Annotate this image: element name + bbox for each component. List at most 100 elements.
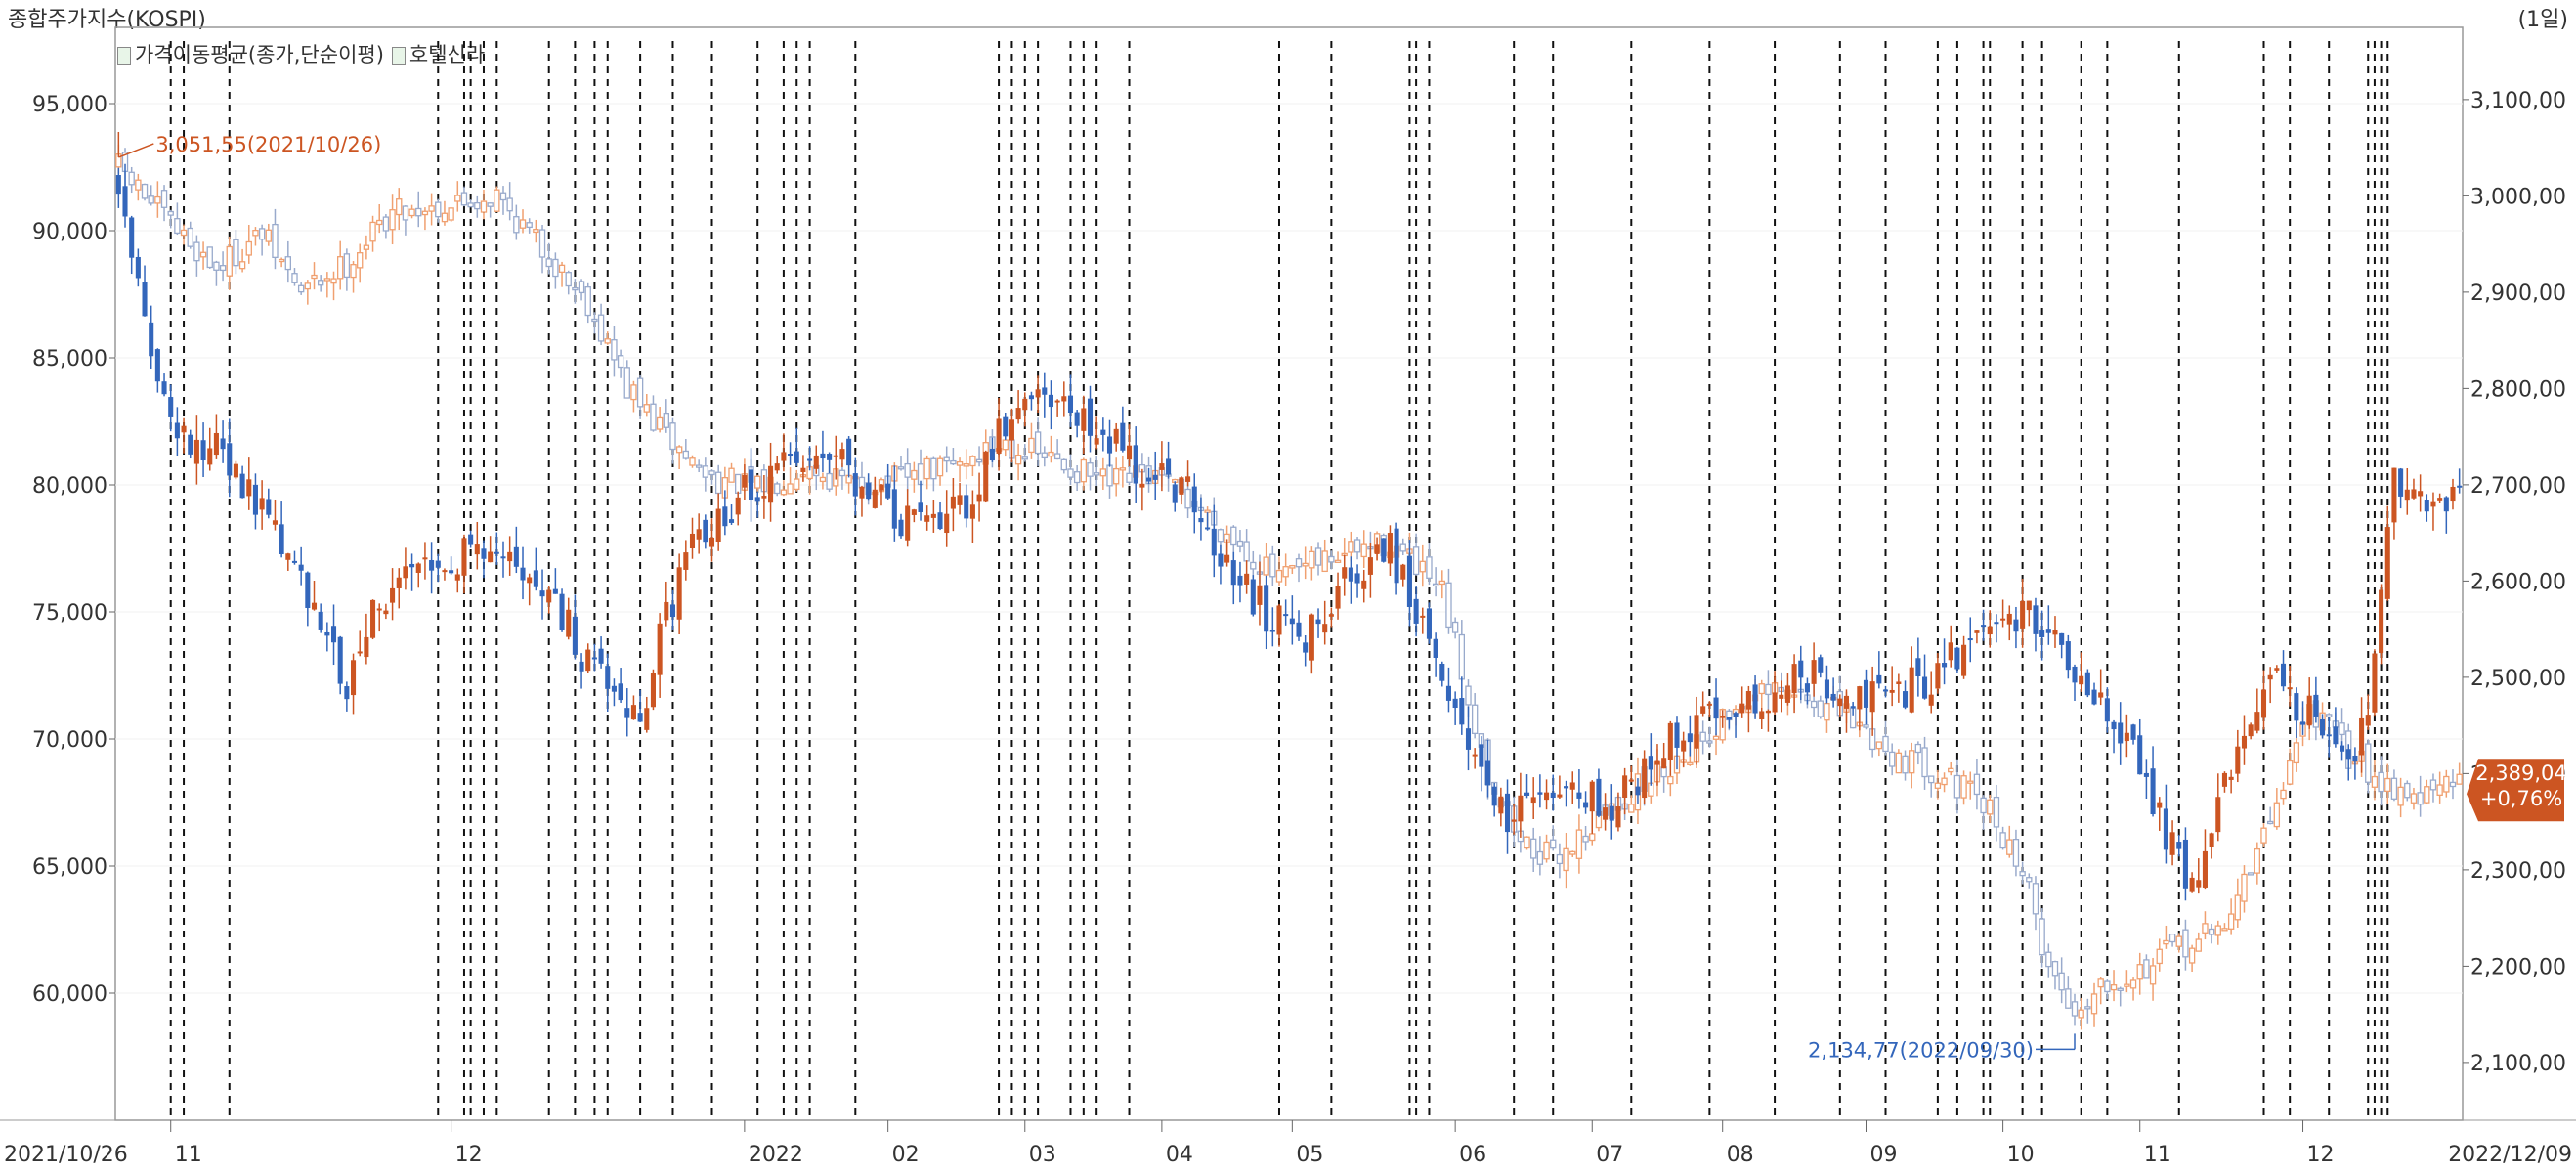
stock-candle: [559, 593, 565, 630]
kospi-candle: [708, 470, 715, 476]
stock-candle: [1250, 579, 1256, 615]
stock-candle: [964, 495, 969, 519]
right-tick-label: 2,900,00: [2470, 282, 2566, 306]
kospi-candle: [1921, 747, 1928, 778]
kospi-candle: [1934, 782, 1942, 789]
stock-candle: [2176, 842, 2182, 849]
stock-candle: [1400, 564, 1406, 580]
kospi-candle: [630, 384, 637, 401]
stock-candle: [1003, 416, 1009, 437]
right-axis-ticks: 2,100,002,200,002,300,002,400,002,500,00…: [2463, 89, 2566, 1076]
stock-candle: [2457, 485, 2463, 488]
stock-candle: [1230, 560, 1236, 586]
stock-candle: [1244, 573, 1250, 585]
kospi-candle: [2019, 871, 2026, 877]
legend-item-moving-average[interactable]: 가격이동평균(종가,단순이평): [117, 39, 384, 68]
kospi-candle: [1556, 853, 1564, 865]
kospi-candle: [1582, 835, 1589, 843]
x-month-label: 07: [1596, 1143, 1623, 1167]
kospi-candle: [774, 483, 781, 495]
stock-candle: [1733, 713, 1739, 717]
kospi-candle: [663, 413, 669, 428]
stock-candle: [1269, 630, 1275, 632]
stock-candle: [1139, 483, 1145, 488]
kospi-candle: [1980, 797, 1987, 814]
kospi-candle: [1002, 439, 1009, 451]
stock-candle: [1915, 658, 1921, 677]
stock-candle: [742, 475, 748, 488]
kospi-candle: [519, 219, 527, 229]
stock-candle: [1296, 622, 1302, 637]
chart-title: 종합주가지수(KOSPI): [8, 8, 206, 32]
stock-candle: [1042, 387, 1048, 395]
stock-candle: [200, 440, 206, 461]
stock-candle: [2379, 589, 2384, 654]
kospi-candle: [1882, 735, 1889, 753]
kospi-candle: [2404, 782, 2411, 799]
kospi-candle: [735, 473, 742, 495]
left-tick-label: 90,000: [32, 220, 107, 244]
x-month-label: 08: [1727, 1143, 1754, 1167]
kospi-candle: [135, 179, 142, 191]
stock-candle: [1811, 660, 1817, 684]
kospi-candle: [943, 456, 950, 462]
stock-candle: [351, 660, 357, 696]
stock-candle: [2006, 613, 2012, 625]
stock-candle: [598, 648, 604, 664]
stock-candle: [1498, 796, 1504, 814]
stock-candle: [1661, 758, 1667, 769]
right-tick-label: 2,700,00: [2470, 474, 2566, 499]
kospi-candle: [1928, 775, 1935, 784]
kospi-candle: [636, 377, 644, 408]
stock-candle: [2404, 489, 2410, 501]
stock-candle: [676, 567, 682, 620]
stock-candle: [1484, 760, 1491, 786]
kospi-candle: [363, 244, 370, 250]
stock-candle: [1289, 618, 1295, 625]
stock-candle: [2026, 600, 2032, 611]
stock-candle: [1022, 398, 1028, 411]
stock-candle: [142, 282, 148, 317]
kospi-candle: [454, 195, 461, 202]
stock-candle: [2157, 802, 2163, 808]
kospi-candle: [689, 457, 696, 466]
stock-candle: [298, 564, 304, 571]
stock-candle: [1954, 647, 1960, 670]
kospi-candle: [311, 274, 318, 280]
stock-candle: [1922, 676, 1928, 699]
kospi-candle: [278, 258, 285, 263]
stock-candle: [1179, 477, 1184, 495]
stock-candle: [1387, 533, 1393, 564]
kospi-candle: [1941, 777, 1948, 786]
x-month-label: 04: [1166, 1143, 1193, 1167]
kospi-candle: [545, 258, 552, 268]
kospi-candle: [167, 210, 174, 216]
last-change-label: +0,76%: [2480, 787, 2562, 810]
stock-candle: [344, 686, 350, 700]
kospi-candle: [2287, 760, 2294, 785]
stock-candle: [2189, 877, 2195, 892]
kospi-candle: [1458, 633, 1465, 680]
right-tick-label: 3,100,00: [2470, 89, 2566, 113]
stock-candle: [728, 519, 735, 523]
stock-candle: [1537, 792, 1543, 795]
stock-candle: [1198, 517, 1204, 523]
stock-candle: [644, 708, 650, 730]
stock-candle: [669, 604, 676, 618]
kospi-candle: [1126, 472, 1133, 483]
kospi-candle: [2429, 779, 2437, 791]
kospi-candle: [1973, 773, 1981, 796]
stock-candle: [207, 448, 213, 465]
kospi-candle: [1028, 437, 1035, 454]
x-end-label: 2022/12/09: [2448, 1143, 2572, 1167]
right-tick-label: 2,300,00: [2470, 859, 2566, 884]
legend-item-hotel-shilla[interactable]: 호텔신라: [391, 39, 486, 68]
stock-candle: [500, 556, 506, 559]
kospi-candle: [2214, 925, 2221, 936]
x-month-label: 12: [455, 1143, 483, 1167]
stock-candle: [1654, 760, 1660, 765]
kospi-candle: [2443, 775, 2450, 793]
kospi-candle: [350, 264, 357, 279]
legend-label: 호텔신라: [408, 43, 486, 66]
